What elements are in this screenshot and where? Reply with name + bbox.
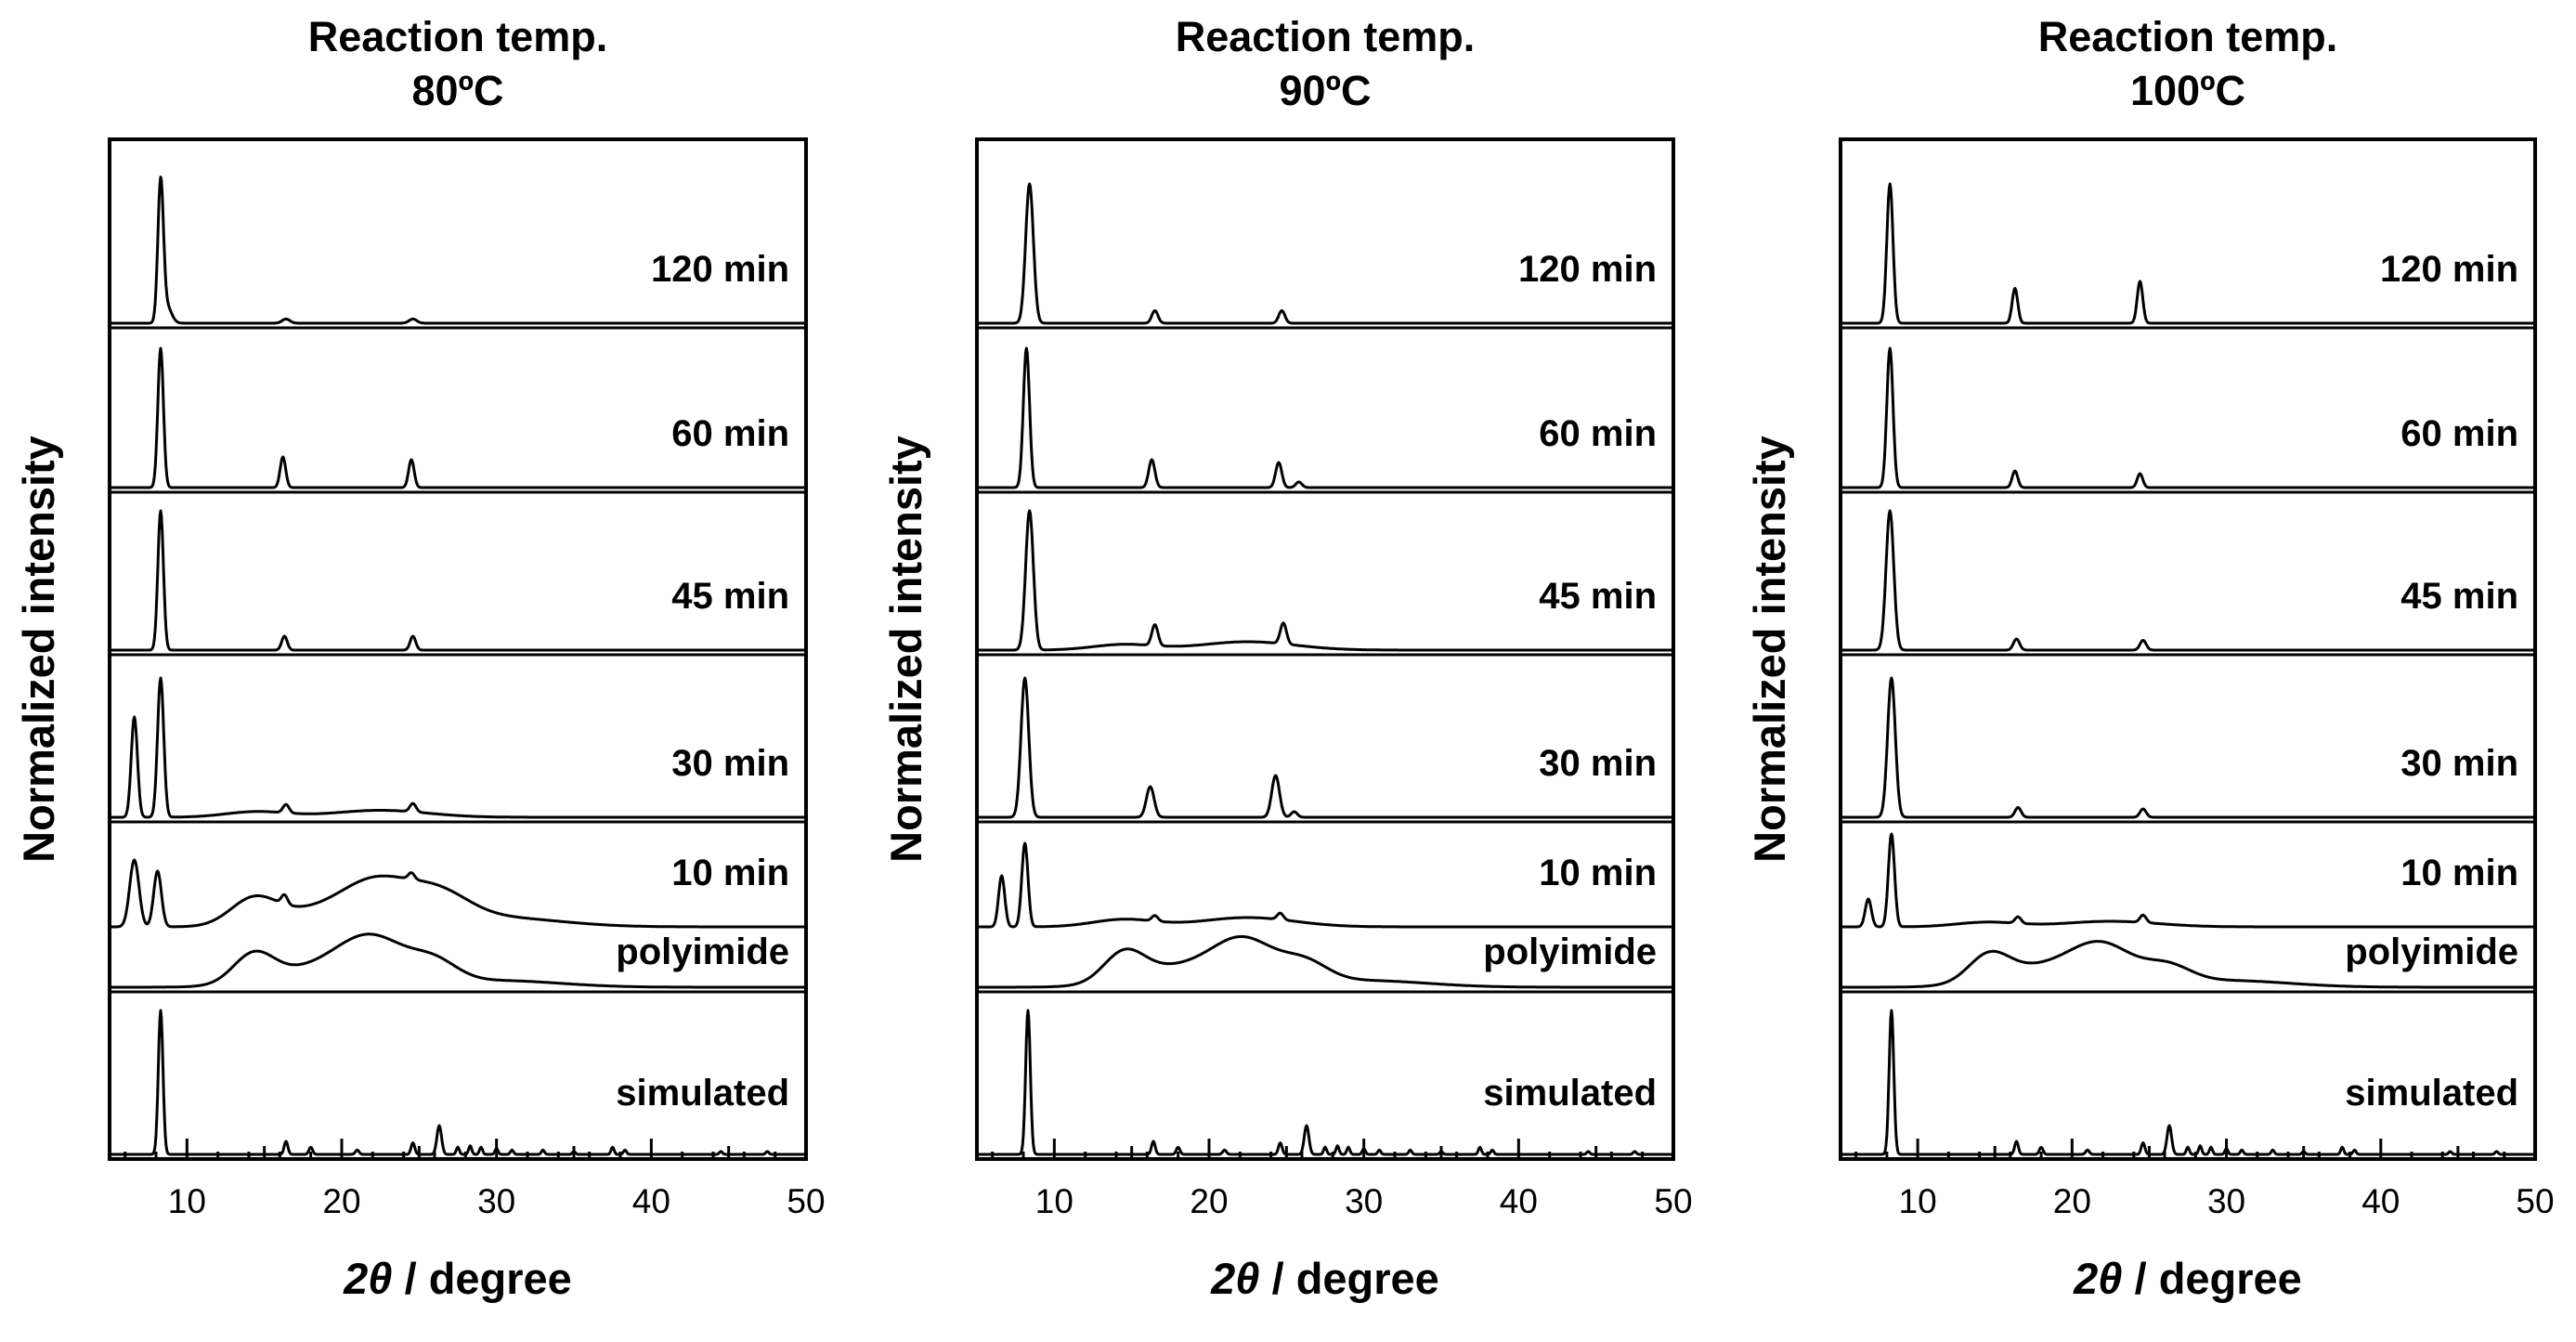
trace-60-min: [1840, 346, 2536, 489]
x-tick-label: 40: [1500, 1182, 1538, 1220]
trace-label: 10 min: [1539, 853, 1657, 893]
x-tick-label: 30: [477, 1182, 515, 1220]
panel-3: Reaction temp. 100ºC Normalized intensity 1…: [1745, 13, 2555, 1303]
y-axis-label: Normalized intensity: [1745, 436, 1794, 863]
trace-45-min: [976, 509, 1674, 652]
panel-1: Reaction temp. 80ºC Normalized intensity 12…: [14, 13, 826, 1303]
trace-60-min: [976, 346, 1674, 489]
trace-label: 60 min: [671, 413, 789, 454]
trace-label: simulated: [1483, 1073, 1657, 1114]
trace-45-min: [109, 509, 807, 652]
x-tick-label: 50: [2516, 1182, 2554, 1220]
trace-label: 45 min: [671, 576, 789, 617]
trace-label: 120 min: [1518, 249, 1657, 290]
x-axis-label-unit: / degree: [2123, 1254, 2302, 1303]
trace-label: polyimide: [616, 932, 789, 972]
x-tick-label: 20: [322, 1182, 360, 1220]
trace-60-min: [109, 346, 807, 489]
trace-120-min: [109, 176, 807, 325]
trace-simulated: [976, 1009, 1674, 1156]
x-tick-label: 30: [2207, 1182, 2245, 1220]
panel-title-line: Reaction temp.: [308, 13, 608, 60]
trace-label: 30 min: [671, 743, 789, 784]
trace-30-min: [976, 676, 1674, 819]
trace-120-min: [976, 182, 1674, 325]
trace-label: 120 min: [2380, 249, 2518, 290]
x-tick-label: 40: [632, 1182, 670, 1220]
trace-label: polyimide: [2345, 932, 2518, 972]
x-axis-label-symbol: 2θ: [343, 1254, 392, 1303]
trace-label: simulated: [2345, 1073, 2518, 1114]
trace-10-min: [109, 858, 807, 929]
trace-label: polyimide: [1483, 932, 1657, 972]
trace-label: 45 min: [2400, 576, 2518, 617]
x-tick-label: 10: [1035, 1182, 1073, 1220]
x-tick-label: 20: [1190, 1182, 1228, 1220]
x-tick-label: 10: [1899, 1182, 1937, 1220]
trace-label: 30 min: [1539, 743, 1657, 784]
y-axis-label: Normalized intensity: [881, 436, 930, 863]
trace-label: simulated: [616, 1073, 789, 1114]
trace-simulated: [109, 1009, 807, 1156]
trace-simulated: [1840, 1009, 2536, 1156]
trace-30-min: [1840, 676, 2536, 819]
x-axis-label: 2θ / degree: [343, 1254, 572, 1303]
panel-title-line: 90ºC: [1280, 67, 1372, 114]
trace-polyimide: [976, 934, 1674, 989]
trace-label: 60 min: [2400, 413, 2518, 454]
panel-title-line: 80ºC: [412, 67, 504, 114]
x-axis-label-symbol: 2θ: [2073, 1254, 2122, 1303]
trace-polyimide: [109, 932, 807, 989]
x-axis-label-symbol: 2θ: [1210, 1254, 1259, 1303]
trace-label: 45 min: [1539, 576, 1657, 617]
y-axis-label: Normalized intensity: [14, 436, 63, 863]
x-tick-label: 40: [2361, 1182, 2400, 1220]
panel-title-line: Reaction temp.: [2038, 13, 2338, 60]
x-tick-label: 50: [1654, 1182, 1692, 1220]
trace-label: 30 min: [2400, 743, 2518, 784]
x-axis-label: 2θ / degree: [2073, 1254, 2302, 1303]
trace-label: 120 min: [651, 249, 789, 290]
trace-label: 60 min: [1539, 413, 1657, 454]
trace-polyimide: [1840, 940, 2536, 989]
x-tick-label: 50: [787, 1182, 825, 1220]
x-tick-label: 20: [2053, 1182, 2091, 1220]
x-axis-label-unit: / degree: [1260, 1254, 1439, 1303]
panel-2: Reaction temp. 90ºC Normalized intensity 12…: [881, 13, 1693, 1303]
x-tick-label: 30: [1345, 1182, 1383, 1220]
x-axis-label-unit: / degree: [393, 1254, 572, 1303]
panel-title-line: 100ºC: [2130, 67, 2245, 114]
trace-30-min: [109, 676, 807, 819]
x-axis-label: 2θ / degree: [1210, 1254, 1439, 1303]
trace-label: 10 min: [2400, 853, 2518, 893]
trace-label: 10 min: [671, 853, 789, 893]
trace-45-min: [1840, 509, 2536, 652]
x-tick-label: 10: [168, 1182, 206, 1220]
trace-10-min: [976, 841, 1674, 929]
trace-120-min: [1840, 182, 2536, 325]
trace-10-min: [1840, 832, 2536, 929]
panel-title-line: Reaction temp.: [1176, 13, 1476, 60]
